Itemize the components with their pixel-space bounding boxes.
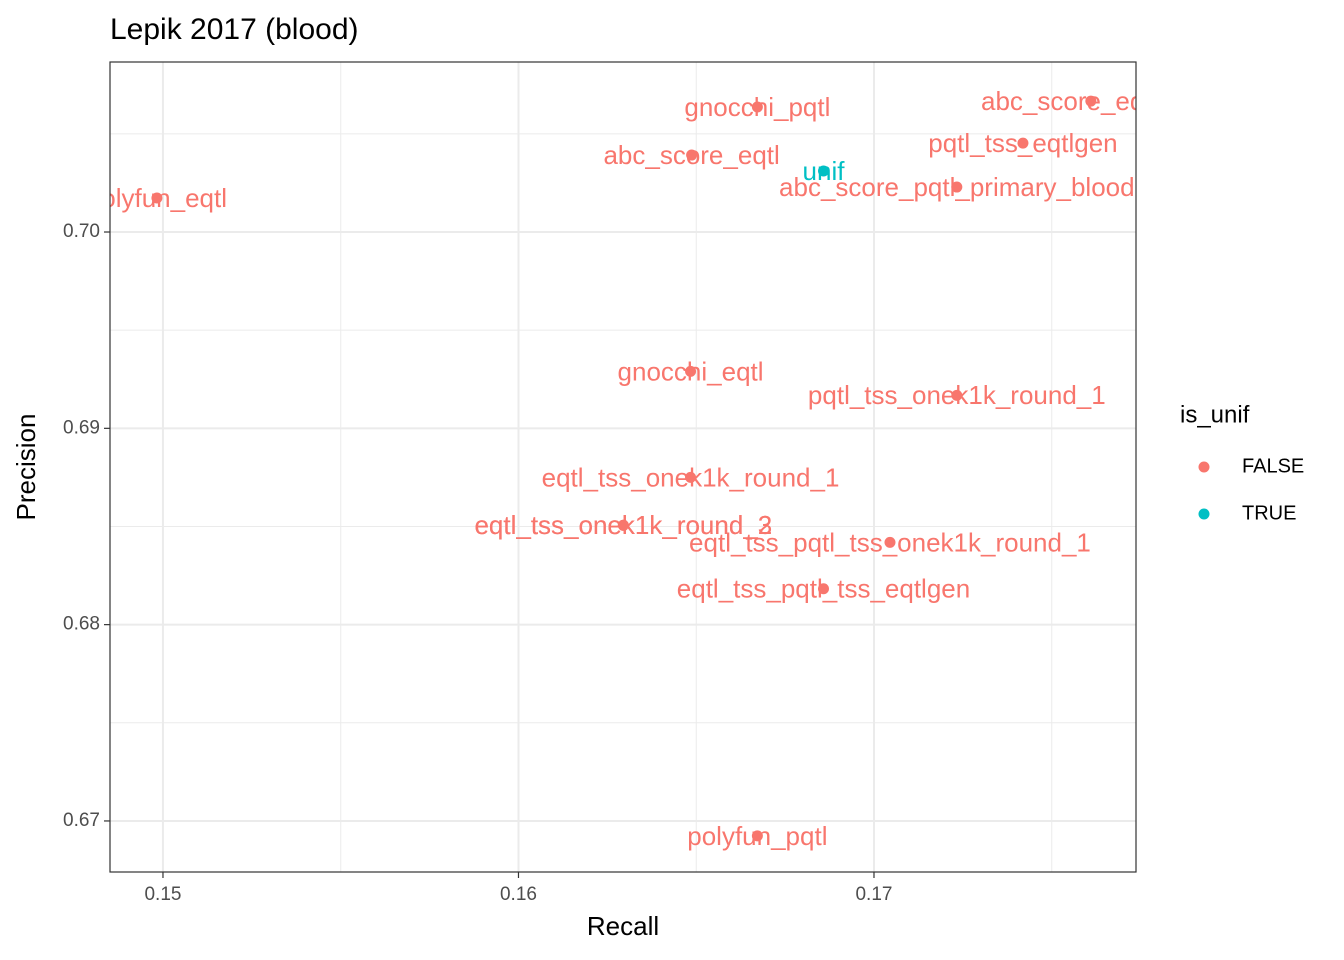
- x-tick-label: 0.17: [855, 884, 892, 905]
- point-label: polyfun_eqtl: [87, 183, 227, 213]
- point-label: abc_score_eqtlgen: [981, 86, 1201, 116]
- point: [686, 149, 698, 161]
- point: [1017, 137, 1029, 149]
- point: [685, 471, 697, 483]
- y-tick-label: 0.70: [63, 221, 100, 242]
- point: [818, 165, 830, 177]
- point: [685, 365, 697, 377]
- x-axis-title: Recall: [587, 911, 659, 941]
- point-label: unif: [803, 156, 846, 186]
- point-label: gnocchi_pqtl: [684, 92, 830, 122]
- point-label: eqtl_tss_pqtl_tss_eqtlgen: [677, 574, 970, 604]
- point-label: gnocchi_eqtl: [618, 356, 764, 386]
- legend-title: is_unif: [1180, 401, 1250, 428]
- point: [751, 101, 763, 113]
- point-label: eqtl_tss_onek1k_round_3: [474, 510, 772, 540]
- legend-label: TRUE: [1242, 502, 1296, 524]
- point: [751, 830, 763, 842]
- legend: FALSE TRUE: [1198, 455, 1304, 524]
- point-label: pqtl_tss_eqtlgen: [928, 128, 1117, 158]
- legend-key: [1198, 508, 1210, 520]
- point-label: polyfun_pqtl: [687, 821, 827, 851]
- grid: 0.15 0.16 0.17 0.67 0.68 0.69 0.70: [63, 62, 1136, 905]
- point: [818, 583, 830, 595]
- y-tick-label: 0.67: [63, 810, 100, 831]
- point: [884, 536, 896, 548]
- point: [151, 192, 163, 204]
- point-label: eqtl_tss_pqtl_tss_onek1k_round_1: [689, 527, 1091, 557]
- y-tick-label: 0.69: [63, 417, 100, 438]
- y-axis-title: Precision: [11, 414, 41, 521]
- point-label: abc_score_pqtl_primary_blood: [779, 172, 1135, 202]
- legend-label: FALSE: [1242, 455, 1304, 477]
- y-tick-label: 0.68: [63, 614, 100, 635]
- point-label: eqtl_tss_onek1k_round_1: [542, 462, 840, 492]
- point: [617, 519, 629, 531]
- legend-key: [1198, 461, 1210, 473]
- point: [1085, 95, 1097, 107]
- x-tick-label: 0.16: [500, 884, 537, 905]
- point: [951, 181, 963, 193]
- chart-title: Lepik 2017 (blood): [110, 13, 359, 46]
- point-label: pqtl_tss_onek1k_round_1: [808, 380, 1106, 410]
- point-label: abc_score_eqtl: [603, 140, 779, 170]
- point: [951, 389, 963, 401]
- plot-panel: polyfun_eqtl gnocchi_pqtl abc_score_eqtlge…: [87, 86, 1201, 851]
- panel-border: [109, 61, 1137, 873]
- x-tick-label: 0.15: [144, 884, 181, 905]
